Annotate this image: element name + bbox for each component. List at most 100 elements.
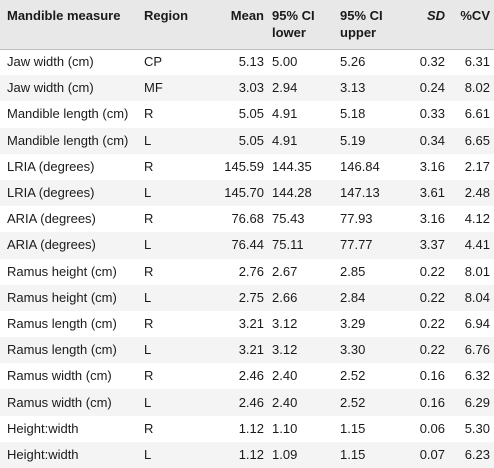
header-mean-label: Mean [230, 8, 264, 23]
cell-cv: 6.65 [464, 132, 490, 148]
table-row: LRIA (degrees) L 145.70 144.28 147.13 3.61 2.4… [0, 179, 494, 207]
cell-cv: 6.23 [464, 446, 490, 462]
cell-region: L [144, 185, 152, 201]
cell-ci-upper: 77.93 [340, 211, 373, 227]
table-row: Mandible length (cm) R 5.05 4.91 5.18 0.33 6.6… [0, 101, 494, 127]
cell-ci-lower: 2.94 [272, 80, 298, 96]
cell-measure: ARIA (degrees) [7, 211, 96, 227]
cell-sd: 0.07 [419, 446, 445, 462]
cell-region: L [144, 394, 152, 410]
cell-cv: 6.61 [464, 106, 490, 122]
cell-measure: Height:width [7, 420, 79, 436]
cell-sd: 3.16 [419, 211, 445, 227]
cell-ci-lower: 75.11 [272, 237, 304, 253]
cell-sd: 0.16 [419, 368, 445, 384]
cell-region: R [144, 368, 154, 384]
header-measure: Mandible measure [0, 0, 140, 50]
cell-region: R [144, 315, 154, 331]
cell-region: L [144, 446, 152, 462]
cell-mean: 76.44 [231, 237, 264, 253]
cell-ci-lower: 2.40 [272, 394, 298, 410]
cell-ci-lower: 144.35 [272, 158, 312, 174]
cell-measure: Ramus height (cm) [7, 263, 117, 279]
table-row: Jaw width (cm) CP 5.13 5.00 5.26 0.32 6.31 [0, 49, 494, 75]
cell-sd: 3.16 [419, 158, 445, 174]
table-row: Height:width L 1.12 1.09 1.15 0.07 6.23 [0, 441, 494, 468]
table-header: Mandible measure Region Mean 95% CI lowe… [0, 0, 494, 50]
header-sd-label: SD [426, 8, 445, 23]
table-row: Mandible length (cm) L 5.05 4.91 5.19 0.34 6.6… [0, 127, 494, 154]
cell-cv: 8.04 [464, 289, 490, 305]
table-row: Ramus width (cm) R 2.46 2.40 2.52 0.16 6.32 [0, 363, 494, 389]
cell-ci-lower: 3.12 [272, 342, 298, 358]
cell-ci-lower: 144.28 [272, 185, 312, 201]
header-ci-lower-line1: 95% CI [272, 8, 315, 23]
cell-mean: 2.46 [238, 368, 264, 384]
table-row: Ramus height (cm) L 2.75 2.66 2.84 0.22 8.04 [0, 284, 494, 311]
cell-sd: 0.34 [419, 132, 445, 148]
table-row: Ramus height (cm) R 2.76 2.67 2.85 0.22 8.01 [0, 259, 494, 285]
table-row: Ramus width (cm) L 2.46 2.40 2.52 0.16 6.29 [0, 389, 494, 416]
table-row: Ramus length (cm) L 3.21 3.12 3.30 0.22 6.76 [0, 337, 494, 364]
cell-region: L [144, 237, 152, 253]
cell-ci-lower: 4.91 [272, 132, 298, 148]
cell-measure: Jaw width (cm) [7, 80, 94, 96]
cell-ci-upper: 77.77 [340, 237, 373, 253]
cell-ci-lower: 1.09 [272, 446, 298, 462]
header-row: Mandible measure Region Mean 95% CI lowe… [0, 0, 494, 50]
header-ci-lower-line2: lower [272, 25, 306, 40]
cell-sd: 3.37 [419, 237, 445, 253]
cell-cv: 8.02 [464, 80, 490, 96]
cell-cv: 2.17 [464, 158, 490, 174]
cell-mean: 5.05 [238, 106, 264, 122]
cell-ci-upper: 2.85 [340, 263, 366, 279]
cell-ci-upper: 147.13 [340, 185, 380, 201]
cell-cv: 6.94 [464, 315, 490, 331]
cell-mean: 145.59 [224, 158, 264, 174]
cell-mean: 1.12 [238, 446, 264, 462]
cell-ci-upper: 5.18 [340, 106, 366, 122]
cell-region: R [144, 106, 154, 122]
cell-region: R [144, 211, 154, 227]
cell-mean: 3.21 [238, 315, 264, 331]
cell-mean: 1.12 [238, 420, 264, 436]
cell-cv: 6.76 [464, 342, 490, 358]
cell-mean: 2.75 [238, 289, 264, 305]
cell-ci-lower: 2.40 [272, 368, 298, 384]
cell-region: MF [144, 80, 163, 96]
cell-cv: 4.12 [464, 211, 490, 227]
table-row: ARIA (degrees) R 76.68 75.43 77.93 3.16 4.12 [0, 206, 494, 232]
cell-ci-upper: 2.52 [340, 394, 366, 410]
cell-mean: 76.68 [231, 211, 264, 227]
cell-measure: LRIA (degrees) [7, 158, 95, 174]
header-sd: SD [404, 0, 449, 50]
cell-region: L [144, 289, 152, 305]
cell-ci-upper: 3.30 [340, 342, 366, 358]
cell-cv: 5.30 [464, 420, 490, 436]
cell-mean: 2.46 [238, 394, 264, 410]
header-measure-label: Mandible measure [7, 8, 121, 23]
cell-cv: 6.32 [464, 368, 490, 384]
cell-region: R [144, 420, 154, 436]
cell-cv: 8.01 [464, 263, 490, 279]
header-ci-upper: 95% CI upper [336, 0, 404, 50]
cell-measure: ARIA (degrees) [7, 237, 96, 253]
cell-ci-upper: 5.26 [340, 54, 366, 70]
cell-region: R [144, 158, 154, 174]
cell-mean: 5.13 [238, 54, 264, 70]
cell-mean: 2.76 [238, 263, 264, 279]
cell-ci-lower: 2.66 [272, 289, 298, 305]
cell-ci-lower: 5.00 [272, 54, 298, 70]
table-row: Ramus length (cm) R 3.21 3.12 3.29 0.22 6.94 [0, 311, 494, 337]
table-row: ARIA (degrees) L 76.44 75.11 77.77 3.37 4.41 [0, 232, 494, 259]
header-cv-label: %CV [460, 8, 490, 23]
cell-measure: Jaw width (cm) [7, 54, 94, 70]
cell-measure: Ramus width (cm) [7, 394, 112, 410]
cell-sd: 0.22 [419, 342, 445, 358]
cell-ci-lower: 75.43 [272, 211, 305, 227]
header-cv: %CV [449, 0, 494, 50]
cell-sd: 0.22 [419, 289, 445, 305]
table-row: Jaw width (cm) MF 3.03 2.94 3.13 0.24 8.02 [0, 75, 494, 102]
